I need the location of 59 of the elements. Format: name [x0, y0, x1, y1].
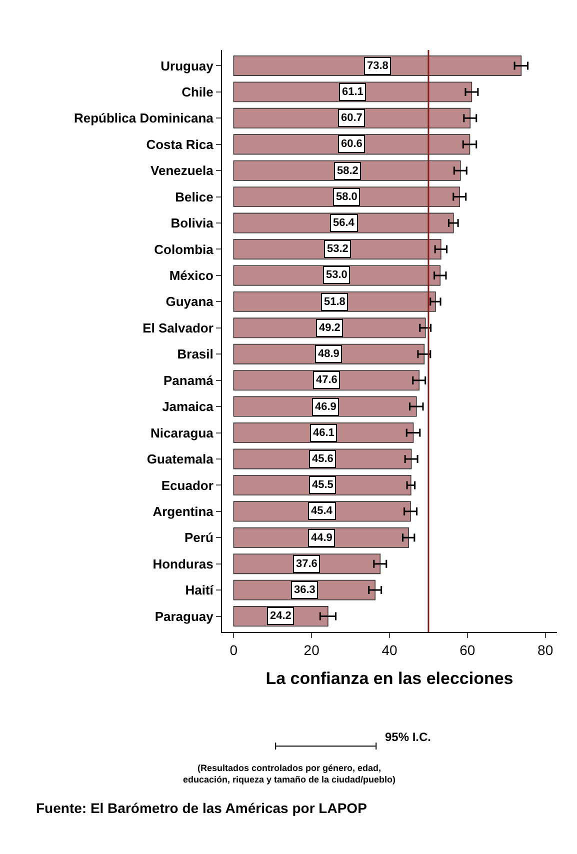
y-tick-label: Paraguay — [154, 608, 214, 624]
y-tick-label: Chile — [182, 84, 214, 100]
x-tick-label: 60 — [460, 642, 476, 658]
y-tick-label: México — [169, 268, 214, 284]
data-label: 48.9 — [318, 348, 340, 360]
y-tick-label: El Salvador — [142, 320, 214, 336]
data-label: 53.2 — [327, 243, 348, 255]
y-tick-label: Ecuador — [161, 478, 214, 493]
data-label: 60.6 — [341, 138, 362, 150]
data-label: 46.1 — [313, 427, 334, 439]
data-label: 24.2 — [270, 610, 292, 622]
y-tick-label: Venezuela — [150, 163, 214, 178]
data-label: 49.2 — [319, 322, 340, 334]
y-tick-label: Belice — [175, 189, 214, 204]
data-label: 73.8 — [367, 60, 388, 72]
data-label: 51.8 — [324, 296, 346, 308]
y-tick-label: Brasil — [177, 346, 214, 362]
bar — [233, 82, 472, 102]
data-label: 61.1 — [342, 86, 364, 98]
x-tick-label: 20 — [304, 642, 320, 658]
y-tick-label: Guatemala — [146, 452, 214, 467]
y-tick-label: República Dominicana — [74, 110, 214, 126]
x-axis-title: La confianza en las elecciones — [266, 669, 514, 688]
bar — [233, 160, 461, 181]
data-label: 37.6 — [296, 558, 318, 570]
data-label: 56.4 — [333, 217, 356, 229]
data-label: 45.6 — [312, 453, 334, 465]
bar — [233, 56, 522, 76]
source-note: Fuente: El Barómetro de las Américas por LAPOP — [36, 800, 367, 816]
bar — [233, 134, 470, 155]
y-tick-label: Panamá — [164, 372, 214, 388]
data-label: 58.0 — [336, 191, 358, 203]
y-tick-label: Uruguay — [160, 58, 214, 74]
y-tick-label: Perú — [184, 530, 214, 546]
y-tick-label: Honduras — [152, 556, 214, 572]
data-label: 44.9 — [311, 532, 332, 544]
y-tick-label: Colombia — [154, 242, 214, 257]
y-tick-label: Bolivia — [170, 216, 214, 231]
y-tick-label: Guyana — [166, 294, 214, 310]
data-label: 58.2 — [337, 165, 358, 177]
bar — [233, 186, 460, 208]
data-label: 36.3 — [294, 584, 316, 596]
data-label: 45.4 — [311, 505, 334, 517]
x-tick-label: 0 — [230, 642, 238, 658]
y-tick-label: Haití — [185, 582, 214, 598]
data-label: 60.7 — [341, 112, 362, 124]
x-tick-label: 40 — [382, 642, 398, 658]
y-tick-label: Jamaica — [162, 399, 214, 414]
text: 95% I.C. — [385, 730, 432, 744]
data-label: 53.0 — [326, 269, 348, 281]
text: (Resultados controlados por género, edad, educación, riqueza y tamaño de la ciudad/pueblo) — [183, 763, 396, 785]
y-tick-label: Argentina — [152, 504, 214, 519]
data-label: 47.6 — [316, 374, 338, 386]
data-label: 46.9 — [315, 401, 336, 413]
data-label: 45.5 — [312, 479, 334, 491]
y-tick-label: Nicaragua — [150, 425, 214, 440]
bar — [233, 108, 471, 128]
y-tick-label: Costa Rica — [146, 136, 214, 152]
x-tick-label: 80 — [538, 642, 554, 658]
